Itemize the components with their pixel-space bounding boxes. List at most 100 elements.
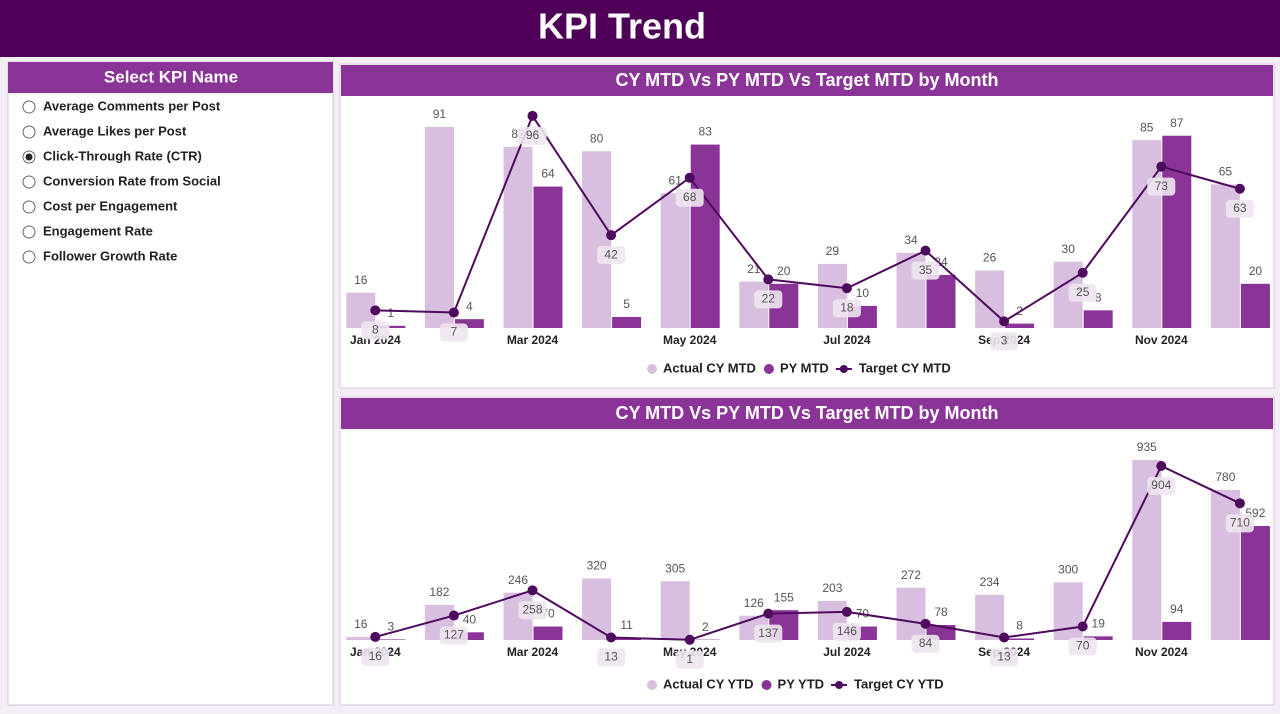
- data-label-box: [832, 622, 861, 641]
- bar: [1240, 526, 1270, 640]
- bar: [660, 581, 690, 640]
- data-label: 94: [1170, 602, 1184, 616]
- slicer-option[interactable]: Cost per Engagement: [43, 198, 178, 213]
- line-point: [448, 610, 459, 621]
- data-label: 7: [451, 325, 458, 339]
- data-label: 21: [747, 262, 761, 276]
- radio-button[interactable]: [22, 125, 36, 139]
- data-label: 85: [1140, 120, 1154, 134]
- bar: [690, 144, 720, 328]
- radio-button[interactable]: [22, 225, 36, 239]
- slicer-option[interactable]: Click-Through Rate (CTR): [43, 148, 202, 163]
- data-label: 65: [1219, 165, 1233, 179]
- data-label: 182: [429, 585, 449, 599]
- data-label: 904: [1151, 478, 1171, 492]
- data-label: 127: [444, 628, 464, 642]
- line-point: [606, 230, 617, 241]
- bar: [582, 151, 612, 328]
- line-point: [527, 110, 538, 121]
- data-label: 16: [369, 649, 383, 663]
- data-label-box: [990, 648, 1019, 667]
- chart-header: [341, 398, 1273, 429]
- data-label: 40: [463, 612, 477, 626]
- data-label-box: [1225, 514, 1254, 533]
- data-label: 25: [1076, 285, 1090, 299]
- data-label: 26: [983, 251, 997, 265]
- data-label: 305: [665, 561, 685, 575]
- bar: [533, 186, 563, 328]
- legend-label: Actual CY YTD: [663, 676, 754, 691]
- slicer-option[interactable]: Follower Growth Rate: [43, 248, 177, 263]
- bar: [660, 193, 690, 328]
- data-label: 70: [1076, 639, 1090, 653]
- data-label: 42: [604, 247, 618, 261]
- x-tick-label: Mar 2024: [507, 645, 559, 659]
- x-tick-label: Nov 2024: [1135, 645, 1188, 659]
- line-point: [841, 606, 852, 617]
- line-point: [841, 283, 852, 294]
- data-label: 61: [669, 173, 683, 187]
- data-label: 234: [980, 575, 1000, 589]
- data-label-box: [518, 601, 547, 620]
- chart-header: [341, 65, 1273, 96]
- x-tick-label: Mar 2024: [507, 333, 559, 347]
- data-label-box: [754, 290, 783, 309]
- radio-button[interactable]: [22, 250, 36, 264]
- data-label-box: [1068, 637, 1097, 656]
- bar: [817, 263, 847, 328]
- data-label-box: [1068, 283, 1097, 302]
- data-label: 87: [1170, 116, 1184, 130]
- bar: [503, 146, 533, 328]
- bar: [1132, 140, 1162, 328]
- page-title: KPI Trend: [538, 6, 706, 47]
- slicer-option[interactable]: Average Comments per Post: [43, 98, 221, 113]
- data-label: 35: [919, 263, 933, 277]
- slicer-option[interactable]: Conversion Rate from Social: [43, 173, 221, 188]
- radio-button[interactable]: [22, 175, 36, 189]
- data-label: 18: [840, 300, 854, 314]
- bar: [454, 319, 484, 328]
- x-tick-label: May 2024: [663, 333, 717, 347]
- bar: [1162, 621, 1192, 640]
- data-label: 34: [904, 233, 918, 247]
- legend-swatch: [763, 364, 774, 374]
- bar: [896, 587, 926, 640]
- data-label: 96: [526, 128, 540, 142]
- data-label-box: [1225, 199, 1254, 218]
- data-label-box: [675, 188, 704, 207]
- data-label: 3: [1001, 334, 1008, 348]
- legend-label: PY YTD: [778, 676, 824, 691]
- line-point: [370, 305, 381, 316]
- slicer-option[interactable]: Average Likes per Post: [43, 123, 187, 138]
- bar: [1210, 489, 1240, 640]
- data-label: 19: [1092, 617, 1106, 631]
- data-label: 146: [837, 624, 857, 638]
- bar: [1240, 283, 1270, 328]
- data-label: 10: [856, 286, 870, 300]
- data-label: 4: [466, 299, 473, 313]
- line-point: [920, 618, 931, 629]
- data-label: 84: [919, 636, 933, 650]
- bar: [346, 636, 376, 640]
- data-label-box: [518, 126, 547, 145]
- bar: [1083, 310, 1113, 328]
- data-label: 8: [372, 322, 379, 336]
- data-label: 137: [758, 626, 778, 640]
- data-label: 710: [1230, 515, 1250, 529]
- radio-button[interactable]: [22, 100, 36, 114]
- radio-button[interactable]: [22, 200, 36, 214]
- data-label: 203: [822, 581, 842, 595]
- radio-selected: [25, 153, 33, 161]
- data-label-box: [911, 634, 940, 653]
- slicer-option[interactable]: Engagement Rate: [43, 223, 153, 238]
- bar: [926, 274, 956, 328]
- line-point: [999, 316, 1010, 327]
- line-point: [1234, 183, 1245, 194]
- data-label: 63: [1233, 201, 1247, 215]
- data-label: 935: [1137, 440, 1157, 454]
- data-label: 1: [387, 306, 394, 320]
- bar: [612, 316, 642, 328]
- data-label: 13: [604, 650, 618, 664]
- data-label: 126: [744, 596, 764, 610]
